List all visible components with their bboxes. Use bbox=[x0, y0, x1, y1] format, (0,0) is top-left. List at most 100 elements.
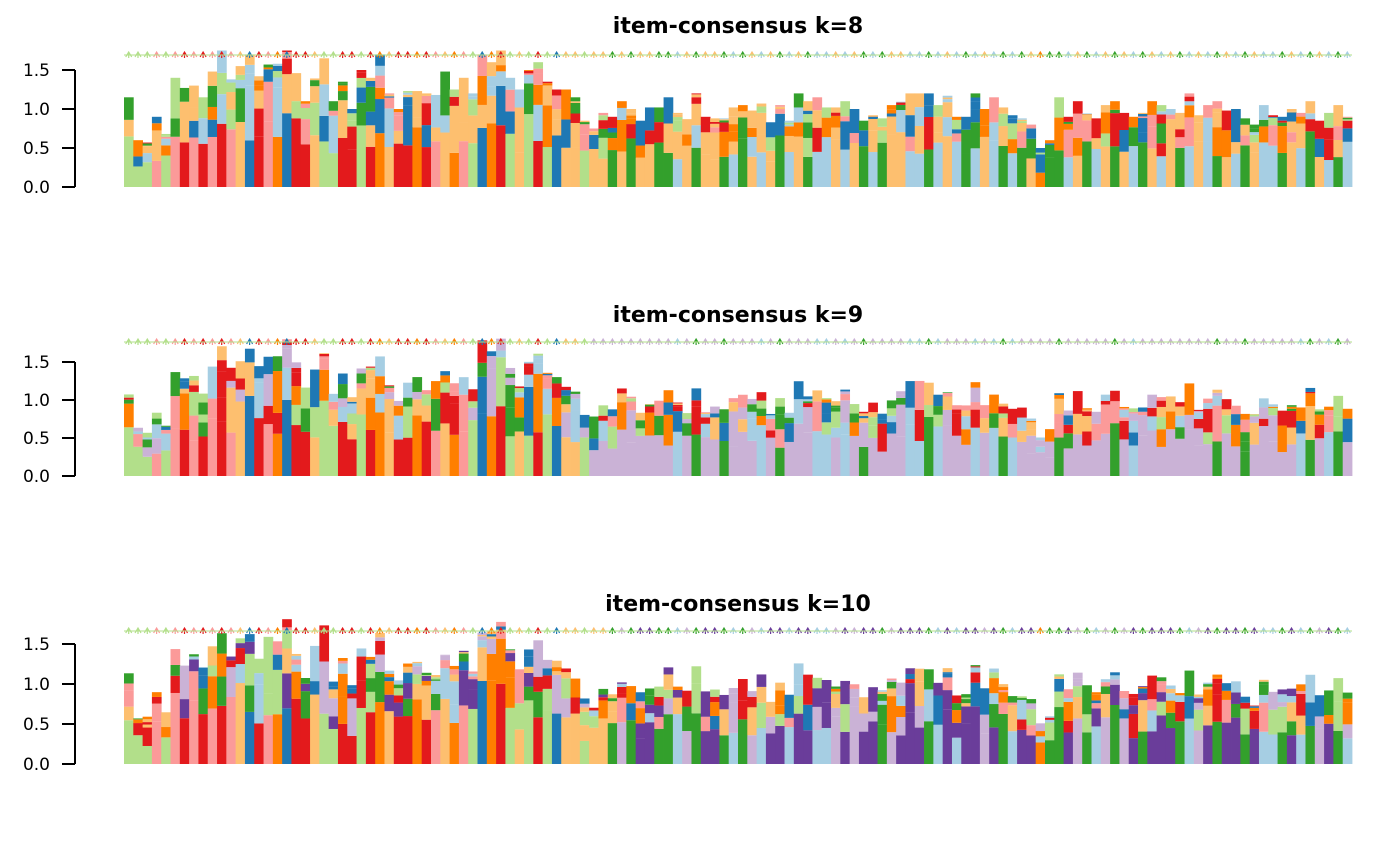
bar-segment bbox=[933, 724, 944, 764]
bar-segment bbox=[849, 413, 860, 423]
bar-segment bbox=[133, 719, 143, 724]
bar-segment bbox=[747, 404, 757, 412]
bar-segment bbox=[161, 426, 171, 430]
bar-segment bbox=[1100, 682, 1111, 687]
bar-segment bbox=[337, 663, 348, 674]
bar-segment bbox=[700, 691, 711, 717]
bar-segment bbox=[896, 110, 906, 133]
bar-segment bbox=[1165, 712, 1176, 729]
bar-segment bbox=[951, 435, 962, 476]
bar-segment bbox=[644, 404, 655, 405]
bar-segment bbox=[533, 353, 544, 356]
bar-segment bbox=[458, 141, 469, 187]
bar-segment bbox=[812, 151, 823, 187]
bar-segment bbox=[1240, 441, 1251, 452]
bar-segment bbox=[635, 435, 646, 476]
bar-segment bbox=[356, 368, 367, 374]
bar-segment bbox=[1054, 676, 1064, 679]
bar-segment bbox=[942, 117, 953, 137]
bar-segment bbox=[1007, 139, 1018, 154]
bar-segment bbox=[347, 126, 357, 150]
bar-segment bbox=[1333, 140, 1344, 158]
bar-segment bbox=[1063, 720, 1074, 733]
bar-segment bbox=[235, 88, 246, 122]
bar-segment bbox=[644, 406, 655, 413]
bar-segment bbox=[384, 147, 395, 187]
bar-segment bbox=[124, 427, 134, 476]
bar-segment bbox=[1193, 409, 1204, 412]
bar-segment bbox=[728, 107, 739, 117]
bar-segment bbox=[235, 74, 246, 80]
bar-segment bbox=[1072, 678, 1083, 682]
bar-segment bbox=[626, 113, 637, 116]
bar-segment bbox=[207, 106, 218, 120]
bar-segment bbox=[1268, 441, 1278, 476]
bar-segment bbox=[1082, 409, 1092, 412]
bar-segment bbox=[1100, 400, 1111, 405]
bar-segment bbox=[1240, 135, 1251, 146]
bar-segment bbox=[710, 702, 720, 716]
bar-segment bbox=[486, 76, 497, 87]
bar-segment bbox=[1165, 728, 1176, 764]
bar-segment bbox=[189, 654, 199, 657]
bar-segment bbox=[719, 700, 730, 710]
bar-segment bbox=[393, 115, 404, 131]
bar-segment bbox=[347, 109, 357, 114]
bar-segment bbox=[1305, 393, 1316, 407]
bar-segment bbox=[1054, 395, 1064, 399]
bar-segment bbox=[1296, 684, 1306, 691]
bar-segment bbox=[654, 122, 664, 143]
bar-segment bbox=[1007, 702, 1018, 706]
bar-segment bbox=[1128, 697, 1139, 706]
bar-segment bbox=[663, 414, 674, 446]
bar-segment bbox=[682, 419, 692, 424]
bar-segment bbox=[775, 690, 785, 706]
bar-segment bbox=[533, 358, 544, 364]
bar-segment bbox=[1165, 411, 1176, 430]
bar-segment bbox=[654, 728, 664, 764]
bar-segment bbox=[672, 403, 683, 405]
bar-segment bbox=[1240, 702, 1251, 709]
bar-segment bbox=[337, 421, 348, 476]
bar-segment bbox=[1091, 138, 1102, 149]
bar-segment bbox=[979, 136, 990, 187]
bar-segment bbox=[989, 727, 999, 764]
bar-segment bbox=[375, 671, 385, 703]
bar-segment bbox=[1054, 414, 1064, 423]
bar-segment bbox=[1231, 692, 1241, 704]
bar-segment bbox=[477, 127, 488, 187]
bar-segment bbox=[644, 130, 655, 145]
bar-segment bbox=[198, 714, 209, 764]
bar-segment bbox=[310, 102, 320, 136]
bar-segment bbox=[496, 71, 506, 86]
bar-segment bbox=[849, 706, 860, 732]
bar-segment bbox=[1100, 394, 1111, 401]
bar-segment bbox=[933, 142, 944, 187]
bar-segment bbox=[663, 390, 674, 403]
bar-segment bbox=[272, 641, 283, 655]
bar-segment bbox=[393, 426, 404, 440]
bar-segment bbox=[337, 85, 348, 92]
bar-segment bbox=[403, 698, 413, 717]
bar-segment bbox=[1100, 686, 1111, 694]
bar-segment bbox=[905, 668, 916, 675]
bar-segment bbox=[691, 147, 702, 187]
bar-segment bbox=[654, 686, 664, 697]
bar-segment bbox=[654, 696, 664, 706]
bar-segment bbox=[831, 115, 841, 128]
bar-segment bbox=[337, 137, 348, 187]
bar-segment bbox=[449, 403, 460, 435]
bar-segment bbox=[207, 676, 218, 709]
bar-segment bbox=[951, 703, 962, 711]
bar-segment bbox=[849, 697, 860, 707]
bar-segment bbox=[458, 431, 469, 476]
bar-segment bbox=[486, 86, 497, 96]
bar-segment bbox=[998, 687, 1009, 691]
bar-segment bbox=[1212, 392, 1223, 396]
bar-segment bbox=[970, 427, 981, 476]
bar-segment bbox=[598, 137, 609, 159]
bar-segment bbox=[1249, 705, 1260, 707]
bar-segment bbox=[663, 667, 674, 675]
bar-segment bbox=[291, 367, 302, 373]
bar-segment bbox=[124, 673, 134, 684]
